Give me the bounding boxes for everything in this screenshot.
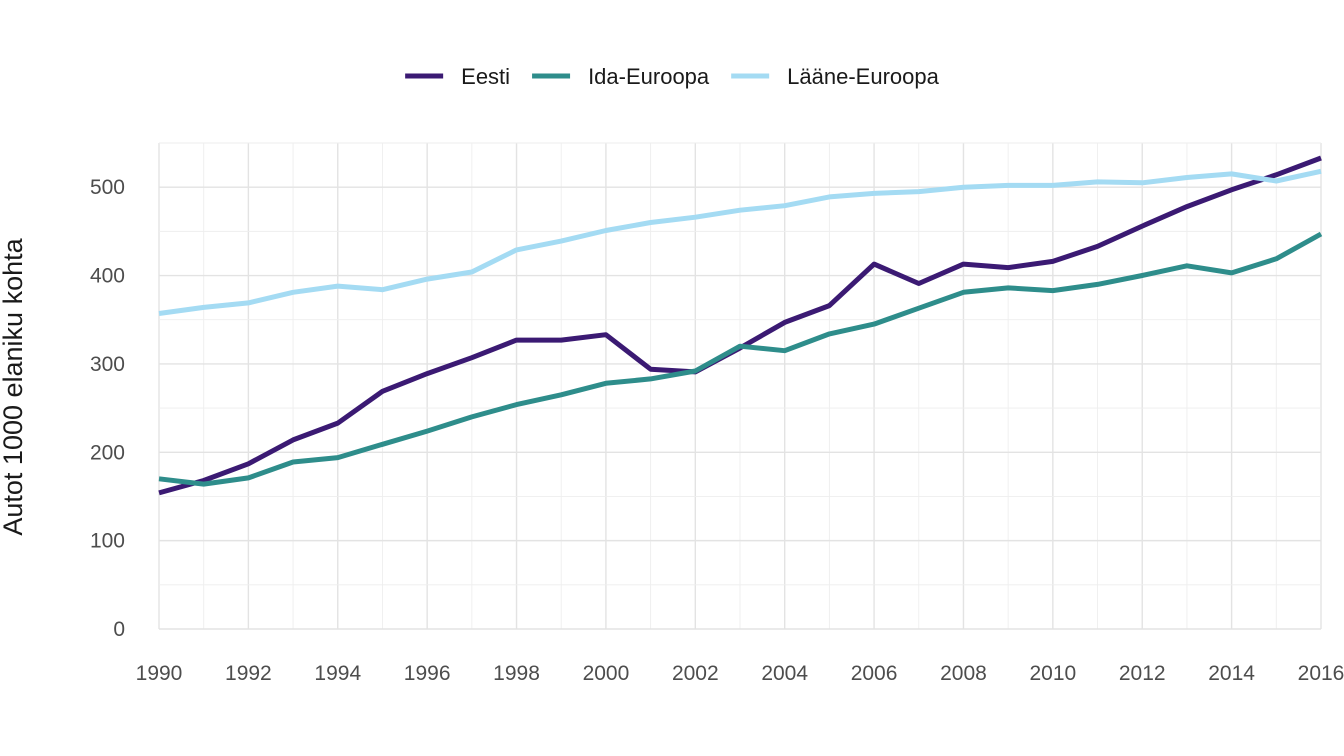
legend-label: Ida-Euroopa [588,64,710,89]
y-tick-label: 500 [90,176,125,199]
x-tick-label: 1992 [225,662,272,685]
x-tick-label: 2012 [1119,662,1166,685]
x-axis: 1990 1992 1994 1996 1998 2000 2002 2004 2006 2008… [136,662,1344,685]
x-tick-label: 2002 [672,662,719,685]
x-tick-label: 2014 [1208,662,1255,685]
x-tick-label: 1996 [404,662,451,685]
x-tick-label: 2006 [851,662,898,685]
legend-label: Eesti [461,64,510,89]
x-tick-label: 1994 [314,662,361,685]
x-tick-label: 2000 [583,662,630,685]
x-tick-label: 1998 [493,662,540,685]
y-tick-label: 100 [90,530,125,553]
x-tick-label: 1990 [136,662,183,685]
y-axis-title: Autot 1000 elaniku kohta [0,237,28,535]
x-tick-label: 2004 [761,662,808,685]
series-line [158,168,1322,316]
x-tick-label: 2010 [1029,662,1076,685]
series-lines [158,155,1323,496]
grid [158,142,1322,630]
y-tick-label: 300 [90,353,125,376]
y-tick-label: 200 [90,441,125,464]
x-tick-label: 2008 [940,662,987,685]
series-line [158,231,1323,487]
legend: Eesti Ida-Euroopa Lääne-Euroopa [405,64,940,89]
y-tick-label: 0 [113,618,125,641]
x-tick-label: 2016 [1298,662,1344,685]
y-tick-label: 400 [90,265,125,288]
y-axis: 0 100 200 300 400 500 [90,176,125,641]
legend-label: Lääne-Euroopa [787,64,939,89]
